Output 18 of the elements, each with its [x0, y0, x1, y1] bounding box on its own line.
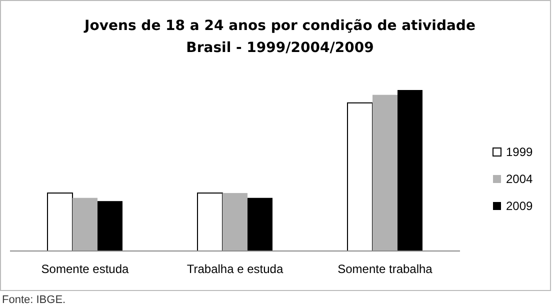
- bar: [248, 198, 272, 251]
- legend-label: 2004: [506, 172, 534, 186]
- chart-subtitle: Brasil - 1999/2004/2009: [186, 40, 374, 56]
- bar: [398, 90, 422, 251]
- x-tick-label: Trabalha e estuda: [186, 262, 284, 276]
- bar: [347, 102, 373, 252]
- bar: [47, 192, 73, 252]
- bar: [197, 192, 223, 252]
- bar: [98, 201, 122, 251]
- bar: [72, 198, 98, 251]
- legend-label: 1999: [506, 145, 534, 159]
- chart-title: Jovens de 18 a 24 anos por condição de atividade: [84, 18, 476, 34]
- bar: [372, 94, 398, 251]
- x-tick-label: Somente estuda: [41, 262, 130, 276]
- legend-label: 2009: [506, 199, 534, 213]
- bar: [222, 193, 248, 251]
- x-tick-label: Somente trabalha: [338, 262, 433, 276]
- source-note: Fonte: IBGE.: [2, 294, 66, 306]
